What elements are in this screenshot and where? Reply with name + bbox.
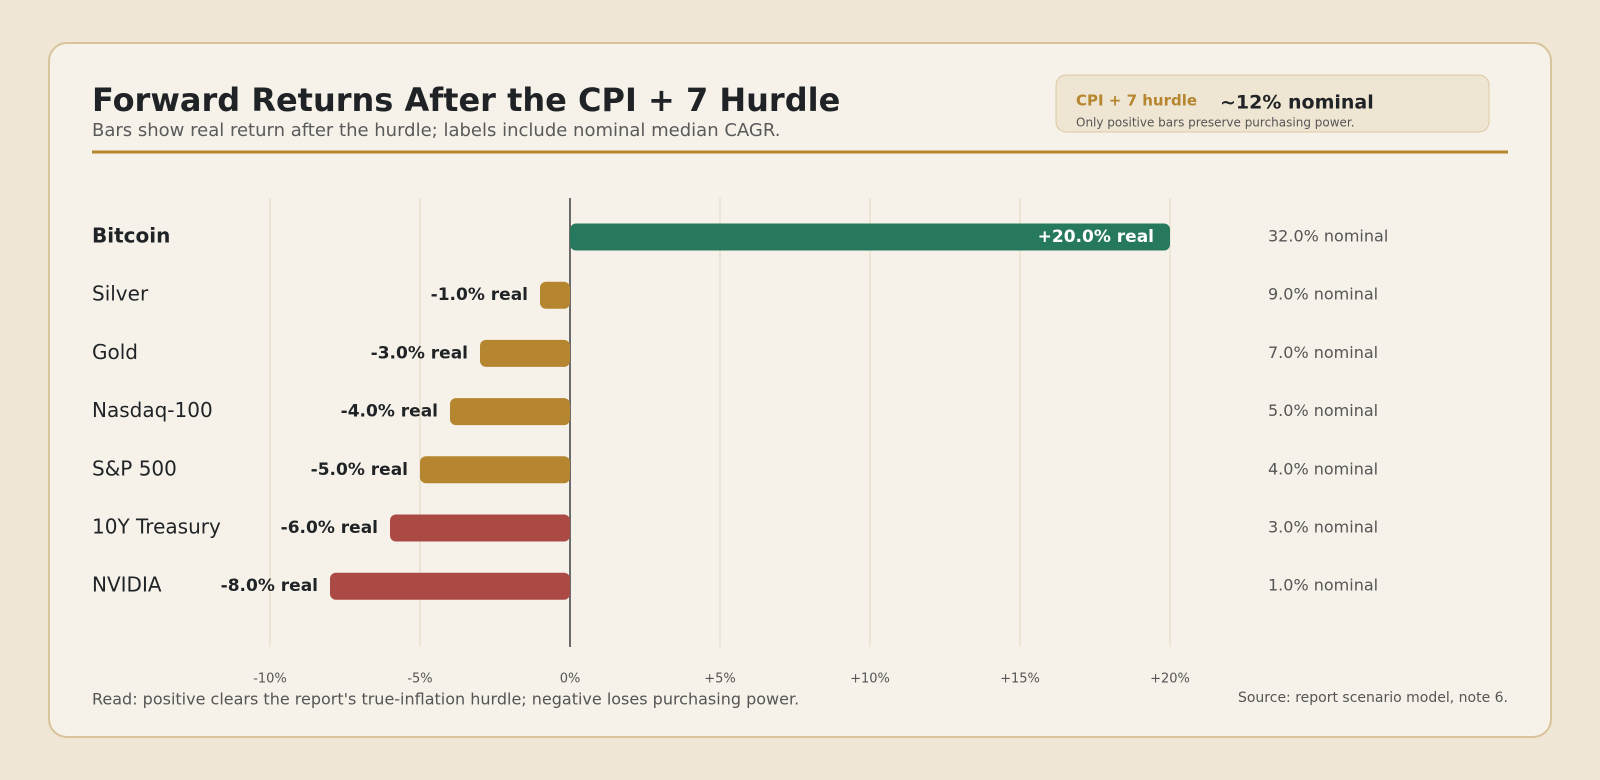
category-label: NVIDIA [92, 573, 162, 597]
bar [570, 223, 1170, 251]
value-label: +20.0% real [1038, 227, 1154, 247]
category-label: Gold [92, 340, 138, 364]
value-label: -1.0% real [431, 285, 528, 305]
value-label: -8.0% real [221, 576, 318, 596]
bar [420, 456, 570, 484]
x-tick-label: +15% [1000, 672, 1040, 687]
x-tick-label: +10% [850, 672, 890, 687]
category-label: S&P 500 [92, 456, 177, 480]
nominal-label: 3.0% nominal [1268, 518, 1378, 537]
nominal-label: 4.0% nominal [1268, 459, 1378, 478]
bar [450, 398, 570, 426]
x-tick-label: +5% [704, 672, 736, 687]
value-label: -6.0% real [281, 518, 378, 538]
nominal-label: 7.0% nominal [1268, 343, 1378, 362]
callout-note: Only positive bars preserve purchasing p… [1076, 116, 1355, 130]
x-tick-label: -10% [253, 672, 287, 687]
x-tick-label: 0% [560, 672, 581, 687]
value-label: -5.0% real [311, 460, 408, 480]
callout-label: CPI + 7 hurdle [1076, 92, 1197, 110]
category-label: Silver [92, 282, 149, 306]
nominal-label: 5.0% nominal [1268, 401, 1378, 420]
category-label: 10Y Treasury [92, 515, 221, 539]
source: Source: report scenario model, note 6. [1238, 690, 1508, 706]
callout-box [1055, 74, 1490, 133]
nominal-label: 9.0% nominal [1268, 285, 1378, 304]
subtitle: Bars show real return after the hurdle; … [92, 120, 780, 141]
nominal-label: 1.0% nominal [1268, 576, 1378, 595]
nominal-label: 32.0% nominal [1268, 227, 1388, 246]
bar [330, 572, 570, 600]
category-label: Nasdaq-100 [92, 398, 213, 422]
bar [480, 339, 570, 367]
callout-value: ~12% nominal [1220, 92, 1374, 114]
x-tick-label: +20% [1150, 672, 1190, 687]
footnote: Read: positive clears the report's true-… [92, 690, 799, 709]
chart-title: Forward Returns After the CPI + 7 Hurdle [92, 81, 840, 119]
bar [540, 281, 570, 309]
category-label: Bitcoin [92, 224, 170, 248]
bar [390, 514, 570, 542]
card [48, 42, 1552, 738]
value-label: -4.0% real [341, 402, 438, 422]
x-tick-label: -5% [407, 672, 432, 687]
value-label: -3.0% real [371, 343, 468, 363]
